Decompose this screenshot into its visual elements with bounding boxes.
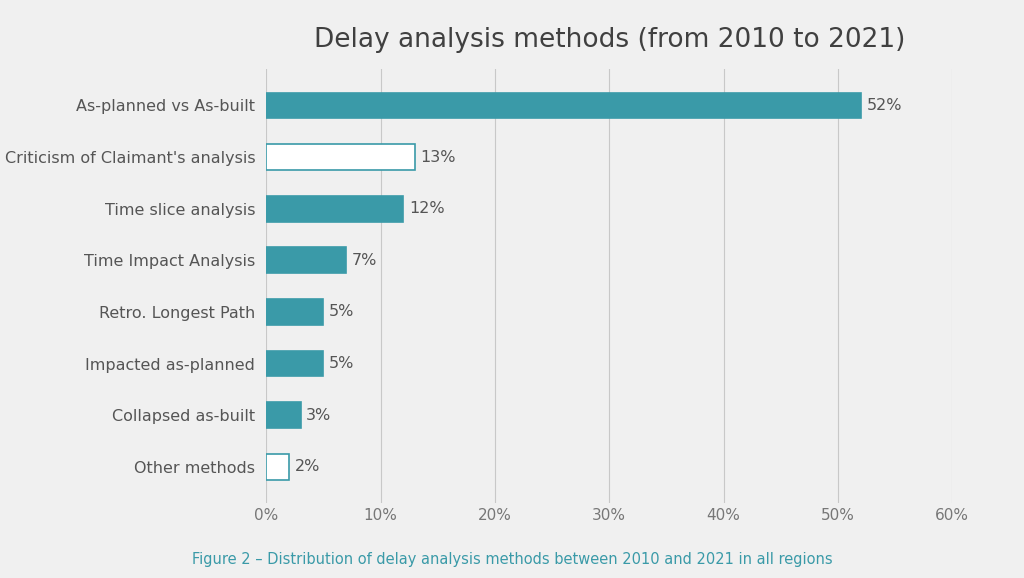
Bar (266, 299, 324, 325)
Text: Figure 2 – Distribution of delay analysis methods between 2010 and 2021 in all r: Figure 2 – Distribution of delay analysi… (191, 551, 833, 566)
Bar (266, 144, 415, 170)
Bar (266, 196, 403, 221)
Text: 52%: 52% (866, 98, 902, 113)
Text: 12%: 12% (410, 201, 444, 216)
Text: 2%: 2% (295, 460, 321, 474)
Title: Delay analysis methods (from 2010 to 2021): Delay analysis methods (from 2010 to 202… (313, 27, 905, 53)
Bar (266, 92, 861, 118)
Text: 5%: 5% (329, 356, 354, 371)
Text: 7%: 7% (352, 253, 378, 268)
Text: 3%: 3% (306, 407, 332, 423)
Text: 5%: 5% (329, 305, 354, 320)
Bar (266, 454, 289, 480)
Bar (266, 351, 324, 376)
Text: 13%: 13% (421, 150, 456, 165)
Bar (266, 402, 301, 428)
Bar (266, 247, 346, 273)
